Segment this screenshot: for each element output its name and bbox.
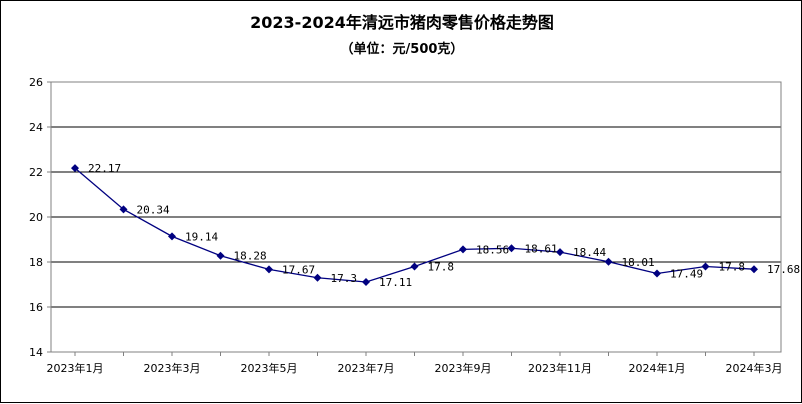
data-label: 17.8	[719, 261, 746, 274]
y-tick-label: 24	[29, 121, 43, 134]
data-label: 18.56	[476, 243, 509, 256]
data-point-marker	[216, 251, 225, 260]
x-tick-label: 2023年7月	[338, 361, 395, 375]
data-point-marker	[604, 257, 613, 266]
data-point-marker	[265, 265, 273, 274]
data-point-marker	[653, 269, 661, 278]
data-label: 18.61	[525, 242, 558, 255]
data-label: 17.3	[331, 272, 358, 285]
data-label: 17.8	[428, 261, 455, 274]
data-label: 17.11	[379, 276, 412, 289]
y-tick-label: 22	[29, 166, 43, 179]
data-point-marker	[750, 265, 758, 274]
data-labels: 22.17 20.34 19.14 18.28 17.67 17.3 17.11 17.8 18…	[88, 162, 800, 289]
data-label: 22.17	[88, 162, 121, 175]
y-tick-label: 18	[29, 256, 43, 269]
axes: 14 16 18 20 22 24 26 2023年1月 2023年3月 2023年5月 2023年…	[29, 76, 783, 375]
data-point-marker	[507, 244, 516, 253]
plot-area-border	[50, 81, 782, 353]
data-label: 19.14	[185, 230, 218, 243]
chart-title: 2023-2024年清远市猪肉零售价格走势图	[250, 13, 554, 32]
data-point-marker	[71, 164, 79, 173]
x-tick-label: 2024年3月	[726, 361, 783, 375]
y-tick-label: 16	[29, 301, 43, 314]
markers	[71, 164, 758, 287]
data-point-marker	[410, 262, 419, 271]
data-label: 18.44	[573, 246, 606, 259]
data-label: 17.49	[670, 267, 703, 280]
data-point-marker	[119, 205, 128, 214]
x-tick-label: 2023年3月	[144, 361, 201, 375]
x-tick-label: 2023年5月	[241, 361, 298, 375]
x-tick-label: 2024年1月	[629, 361, 686, 375]
data-point-marker	[701, 262, 710, 271]
data-label: 18.28	[234, 250, 267, 263]
chart-subtitle: （单位：元/500克）	[341, 41, 464, 57]
data-point-marker	[168, 232, 176, 241]
data-point-marker	[313, 273, 322, 282]
x-tick-label: 2023年9月	[435, 361, 492, 375]
x-tick-label: 2023年1月	[47, 361, 104, 375]
data-label: 20.34	[137, 203, 170, 216]
data-label: 17.67	[282, 263, 315, 276]
data-point-marker	[556, 248, 564, 257]
y-tick-label: 14	[29, 346, 43, 359]
data-point-marker	[459, 245, 467, 254]
y-tick-label: 20	[29, 211, 43, 224]
y-tick-label: 26	[29, 76, 43, 89]
data-label: 18.01	[622, 256, 655, 269]
data-point-marker	[362, 278, 370, 287]
data-label: 17.68	[767, 263, 800, 276]
x-tick-label: 2023年11月	[528, 361, 592, 375]
